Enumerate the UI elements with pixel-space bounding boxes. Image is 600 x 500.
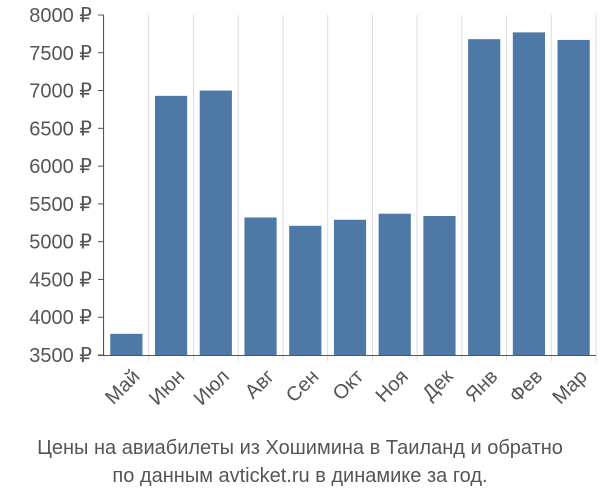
- x-tick-label: Май: [101, 366, 144, 409]
- x-tick-label: Июл: [190, 366, 234, 410]
- x-tick-label: Мар: [549, 366, 592, 409]
- x-tick-label: Авг: [241, 366, 279, 404]
- x-tick-labels: Май Июн Июл Авг Сен Окт Ноя Дек Янв Фев Мар: [101, 365, 592, 409]
- y-tick-labels: 3500 ₽ 4000 ₽ 4500 ₽ 5000 ₽ 5500 ₽ 6000 ₽ 6500…: [29, 5, 92, 367]
- chart-caption-line-1: Цены на авиабилеты из Хошимина в Таиланд…: [37, 437, 563, 459]
- y-tick-label: 5000 ₽: [29, 232, 92, 254]
- x-tick-label: Дек: [418, 365, 457, 404]
- x-tick-label: Сен: [282, 366, 323, 407]
- grid-lines: [103, 15, 597, 361]
- bar-9: [468, 39, 501, 356]
- y-tick-label: 7000 ₽: [29, 81, 92, 103]
- x-tick-label: Окт: [329, 366, 368, 405]
- y-tick-label: 6500 ₽: [29, 118, 92, 140]
- x-tick-label: Июн: [145, 366, 189, 410]
- bar-8: [423, 215, 456, 355]
- y-tick-label: 5500 ₽: [29, 194, 92, 216]
- bar-3: [199, 90, 232, 356]
- y-tick-label: 7500 ₽: [29, 43, 92, 65]
- chart-caption-line-2: по данным avticket.ru в динамике за год.: [112, 465, 487, 487]
- x-tick-label: Ноя: [372, 366, 413, 407]
- bar-6: [333, 219, 367, 355]
- y-tick-label: 4000 ₽: [29, 307, 92, 329]
- y-tick-label: 3500 ₽: [29, 345, 92, 367]
- x-tick-label: Фев: [505, 366, 547, 408]
- bar-11: [557, 39, 590, 355]
- bar-2: [154, 95, 188, 355]
- axes: [98, 14, 596, 356]
- bar-10: [512, 32, 546, 355]
- bars: [110, 32, 590, 356]
- y-tick-label: 4500 ₽: [29, 269, 92, 291]
- bar-5: [289, 225, 322, 355]
- bar-4: [244, 217, 277, 355]
- y-tick-label: 8000 ₽: [29, 5, 92, 27]
- y-tick-label: 6000 ₽: [29, 156, 92, 178]
- x-tick-label: Янв: [461, 366, 502, 407]
- bar-1: [110, 333, 143, 355]
- bar-7: [378, 213, 411, 355]
